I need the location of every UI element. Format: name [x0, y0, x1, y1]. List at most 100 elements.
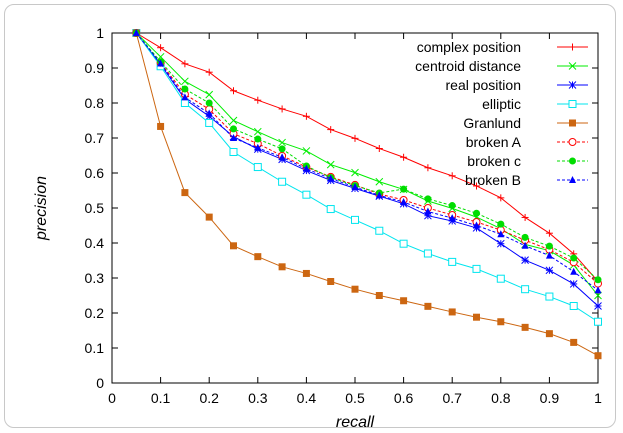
data-point-centroid-distance [302, 147, 311, 155]
series-broken-b [132, 29, 602, 294]
legend-entry-real-position: real position [446, 77, 588, 93]
data-point-granlund [424, 302, 432, 310]
data-point-broken-c [473, 209, 480, 217]
y-tick-label: 0.7 [85, 130, 105, 146]
data-point-complex-position [205, 68, 213, 76]
y-tick-label: 0.1 [85, 340, 105, 356]
legend: complex position centroid distance real po… [415, 39, 588, 188]
legend-label-broken-c: broken c [467, 153, 521, 169]
legend-marker-broken-a [568, 138, 577, 146]
x-tick-label: 0.6 [394, 390, 414, 406]
legend-entry-broken-c: broken c [467, 153, 588, 169]
data-point-elliptic [205, 118, 214, 127]
legend-label-real-position: real position [446, 77, 522, 93]
data-point-elliptic [253, 163, 262, 172]
data-point-broken-b [302, 164, 310, 172]
data-point-broken-b [473, 221, 480, 229]
legend-marker-broken-c [569, 157, 576, 165]
data-point-centroid-distance [205, 90, 214, 99]
y-tick-label: 1 [96, 25, 104, 41]
x-tick-label: 0.8 [491, 390, 511, 406]
x-tick-label: 0 [108, 390, 116, 406]
data-point-complex-position [157, 44, 165, 52]
data-point-centroid-distance [229, 116, 238, 125]
data-point-complex-position [448, 172, 456, 180]
data-point-granlund [400, 297, 408, 305]
data-point-elliptic [496, 274, 505, 283]
data-point-broken-b [424, 207, 432, 215]
data-point-elliptic [521, 285, 530, 294]
data-point-elliptic [545, 292, 554, 301]
data-point-broken-b [448, 214, 456, 222]
data-point-elliptic [569, 302, 578, 310]
data-point-real-position [569, 280, 578, 288]
series-line-broken-c [135, 32, 599, 281]
data-point-broken-b [375, 191, 383, 199]
data-point-complex-position [254, 96, 262, 104]
data-point-broken-c [230, 125, 237, 133]
data-point-real-position [545, 266, 554, 275]
data-point-complex-position [521, 213, 529, 221]
legend-entry-centroid-distance: centroid distance [415, 58, 588, 74]
series-complex-position [132, 29, 602, 285]
legend-marker-real-position [568, 81, 577, 89]
series-line-complex-position [136, 32, 599, 282]
data-point-granlund [545, 330, 553, 338]
data-point-broken-b [157, 59, 165, 67]
data-point-real-position [496, 239, 505, 248]
x-tick-label: 0.2 [199, 390, 219, 406]
series-real-position [132, 29, 602, 310]
data-point-elliptic [229, 148, 238, 156]
data-point-granlund [570, 338, 578, 346]
data-point-complex-position [424, 164, 432, 172]
data-point-complex-position [230, 87, 237, 95]
legend-entry-complex-position: complex position [417, 39, 588, 55]
legend-marker-centroid-distance [568, 62, 577, 70]
data-point-real-position [594, 302, 602, 310]
data-point-complex-position [497, 194, 505, 202]
data-point-elliptic [180, 99, 189, 107]
x-tick-label: 0.3 [248, 390, 268, 406]
legend-label-complex-position: complex position [417, 39, 521, 55]
series-granlund [132, 29, 602, 360]
legend-marker-complex-position [569, 43, 576, 51]
legend-marker-broken-b [569, 176, 576, 183]
series-group [132, 29, 602, 360]
legend-label-broken-b: broken B [465, 172, 521, 188]
x-tick-label: 0.9 [540, 390, 560, 406]
data-point-centroid-distance [326, 160, 335, 169]
series-line-granlund [135, 32, 599, 357]
data-point-elliptic [472, 264, 481, 273]
y-tick-label: 0.5 [85, 200, 105, 216]
data-point-broken-c [594, 276, 602, 284]
y-tick-label: 0.4 [85, 235, 105, 251]
y-tick-label: 0.8 [85, 95, 105, 111]
x-tick-label: 0.4 [297, 390, 317, 406]
data-point-granlund [181, 189, 189, 197]
series-line-real-position [135, 32, 599, 307]
data-point-elliptic [399, 239, 408, 248]
data-point-broken-b [400, 198, 408, 206]
data-point-real-position [521, 256, 529, 265]
data-point-broken-b [351, 183, 359, 190]
legend-entry-broken-b: broken B [465, 172, 588, 188]
data-point-granlund [351, 285, 359, 293]
data-point-complex-position [375, 145, 383, 152]
data-point-broken-c [424, 195, 432, 203]
data-point-elliptic [375, 226, 384, 235]
data-point-granlund [254, 253, 262, 261]
data-point-centroid-distance [278, 138, 286, 147]
data-point-complex-position [302, 112, 310, 120]
data-point-broken-c [448, 202, 456, 210]
data-point-broken-b [181, 93, 189, 101]
data-point-elliptic [594, 317, 602, 326]
data-point-broken-b [230, 134, 237, 141]
data-point-broken-c [497, 220, 505, 228]
data-point-complex-position [545, 229, 553, 237]
data-point-elliptic [448, 257, 457, 266]
data-point-complex-position [278, 105, 286, 113]
series-broken-c [132, 29, 602, 284]
series-line-broken-b [135, 32, 599, 291]
data-point-broken-c [254, 135, 262, 143]
